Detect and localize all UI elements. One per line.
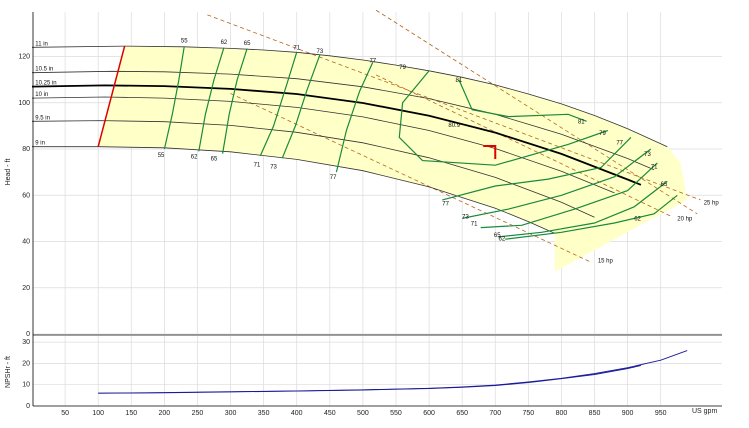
impeller-curve xyxy=(31,45,668,148)
power-label: 20 hp xyxy=(677,217,693,223)
impeller-curve-label: 10 in xyxy=(35,92,48,98)
efficiency-label: 55 xyxy=(158,153,165,159)
x-tick-label: 750 xyxy=(523,410,535,417)
efficiency-label: 65 xyxy=(244,41,251,47)
min-flow-line xyxy=(97,45,126,147)
operating-point-marker xyxy=(483,145,497,159)
power-line-25hp xyxy=(207,14,701,201)
efficiency-label: 73 xyxy=(462,214,469,220)
operating-region xyxy=(98,46,688,272)
head-tick-label: 40 xyxy=(22,239,30,246)
efficiency-contour xyxy=(281,54,321,159)
power-line-20hp xyxy=(375,74,671,217)
efficiency-label: 71 xyxy=(471,221,478,227)
efficiency-label: 55 xyxy=(181,39,188,45)
efficiency-label: 65 xyxy=(661,182,668,188)
head-tick-label: 60 xyxy=(22,192,30,199)
head-tick-label: 100 xyxy=(18,100,30,107)
npsh-tick-label: 0 xyxy=(26,403,30,410)
head-tick-label: 0 xyxy=(26,331,30,338)
x-tick-label: 700 xyxy=(489,410,501,417)
x-tick-label: 800 xyxy=(556,410,568,417)
efficiency-label: 62 xyxy=(499,236,506,242)
head-tick-label: 120 xyxy=(18,54,30,61)
x-tick-label: 650 xyxy=(456,410,468,417)
impeller-curve-label: 9 in xyxy=(35,141,45,147)
efficiency-contour xyxy=(222,48,248,154)
efficiency-contour xyxy=(480,162,658,229)
x-tick-label: 350 xyxy=(258,410,270,417)
impeller-curve xyxy=(31,96,615,194)
impeller-curve-label: 11 in xyxy=(35,41,48,47)
x-tick-label: 300 xyxy=(225,410,237,417)
npsh-tick-label: 10 xyxy=(22,382,30,389)
x-tick-label: 550 xyxy=(390,410,402,417)
x-tick-label: 200 xyxy=(159,410,171,417)
efficiency-contour xyxy=(458,79,587,122)
efficiency-contour xyxy=(198,47,225,152)
x-tick-label: 850 xyxy=(589,410,601,417)
x-tick-label: 450 xyxy=(324,410,336,417)
efficiency-label: 62 xyxy=(634,217,641,223)
impeller-curve-label: 10.5 in xyxy=(35,67,53,73)
x-tick-label: 600 xyxy=(423,410,435,417)
efficiency-label: 71 xyxy=(293,46,300,52)
efficiency-contour xyxy=(398,70,608,166)
head-tick-label: 80 xyxy=(22,146,30,153)
x-tick-label: 500 xyxy=(357,410,369,417)
x-axis-label: US gpm xyxy=(692,408,717,415)
efficiency-label: 73 xyxy=(644,152,651,158)
efficiency-label: 73 xyxy=(270,165,277,171)
efficiency-label: 73 xyxy=(317,49,324,55)
efficiency-contour xyxy=(259,52,298,157)
efficiency-label: 65 xyxy=(211,157,218,163)
efficiency-contour xyxy=(505,194,678,240)
x-tick-label: 100 xyxy=(92,410,104,417)
power-label: 15 hp xyxy=(598,258,614,264)
efficiency-label: 79 xyxy=(399,65,406,71)
npsh-tick-label: 30 xyxy=(22,339,30,346)
npsh-curve xyxy=(98,350,688,394)
power-line-25hp-outer xyxy=(375,9,698,215)
efficiency-label: 65 xyxy=(494,233,501,239)
efficiency-label: 79 xyxy=(599,131,606,137)
efficiency-label: 77 xyxy=(442,202,449,208)
impeller-curve xyxy=(31,120,595,218)
efficiency-label: 62 xyxy=(191,154,198,160)
head-axis-label: Head - ft xyxy=(5,159,12,186)
impeller-curve-label: 9.5 in xyxy=(35,115,50,121)
x-tick-label: 900 xyxy=(622,410,634,417)
power-label: 25 hp xyxy=(704,201,720,207)
efficiency-label: 62 xyxy=(221,40,228,46)
impeller-curve-label: 10.25 in xyxy=(35,81,56,87)
efficiency-label: 77 xyxy=(330,175,337,181)
efficiency-label: 80.9 xyxy=(448,123,460,129)
npsh-curve xyxy=(98,365,641,394)
efficiency-label: 71 xyxy=(651,165,658,171)
efficiency-contour xyxy=(442,136,632,201)
npsh-axis-label: NPSHr - ft xyxy=(5,356,12,388)
efficiency-contour xyxy=(163,46,185,150)
x-tick-label: 50 xyxy=(61,410,69,417)
x-tick-label: 950 xyxy=(655,410,667,417)
impeller-curve xyxy=(31,70,655,171)
efficiency-label: 77 xyxy=(369,58,376,64)
efficiency-label: 81 xyxy=(578,120,585,126)
efficiency-contour xyxy=(335,62,374,173)
efficiency-contour xyxy=(498,180,668,238)
efficiency-label: 81 xyxy=(456,78,463,84)
x-tick-label: 250 xyxy=(192,410,204,417)
impeller-curve xyxy=(32,146,555,234)
head-tick-label: 20 xyxy=(22,285,30,292)
efficiency-label: 71 xyxy=(254,162,261,168)
efficiency-label: 77 xyxy=(616,140,623,146)
efficiency-contour xyxy=(462,148,652,219)
power-line-15hp xyxy=(230,93,592,263)
design-impeller-curve xyxy=(31,84,642,186)
x-tick-label: 150 xyxy=(125,410,137,417)
x-tick-label: 400 xyxy=(291,410,303,417)
npsh-tick-label: 20 xyxy=(22,360,30,367)
